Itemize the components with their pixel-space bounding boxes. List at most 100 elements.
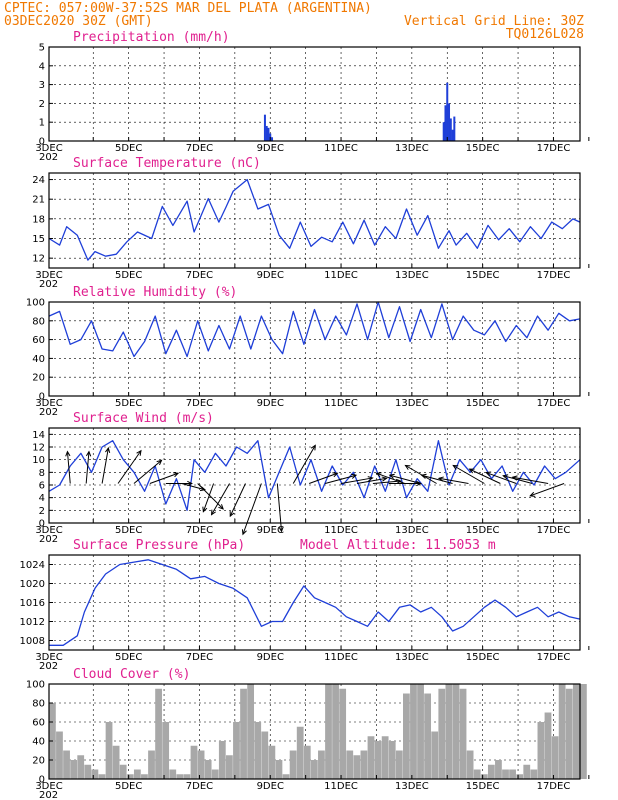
y-tick-label: 1024 [20,560,45,571]
wind-arrow-shaft [66,451,71,484]
cloud-bar [388,741,396,779]
wind-arrow [65,450,71,484]
x-tick-label: 9DEC [257,525,284,536]
wind-arrow-shaft [469,468,501,484]
y-tick-label: 1012 [20,617,45,628]
wind-arrow [511,475,549,484]
cloud-bar [360,750,368,779]
wind-arrow-shaft [149,472,179,484]
wind-arrow-shaft [85,451,90,484]
precip-bar [265,125,268,141]
y-tick-label: 8 [39,468,45,479]
wind-arrow-shaft [292,445,316,484]
y-tick-label: 0 [39,137,45,148]
y-tick-label: 100 [26,680,45,691]
y-tick-label: 1 [39,118,45,129]
x-tick-label: 15DEC [466,143,500,154]
y-tick-label: 0 [39,519,45,530]
cloud-bar [183,774,191,779]
y-tick-label: 1008 [20,636,45,647]
wind-arrow-head [229,511,235,518]
series-line [49,559,581,646]
cloud-bar [254,722,262,779]
wind-arrow-shaft [242,483,262,535]
x-tick-label: 11DEC [324,652,358,663]
wind-arrow [388,480,422,487]
x-tick-label: 9DEC [257,143,284,154]
x-tick-label: 3DEC [35,398,62,409]
wind-arrow [117,449,142,484]
cloud-bar [318,750,325,779]
cloud-bar [381,736,389,779]
cloud-bar [509,769,516,779]
y-tick-label: 14 [32,430,45,441]
cloud-bar [155,688,162,779]
x-tick-label: 13DEC [395,398,429,409]
x-tick-year-fragment: 202 [39,279,58,290]
cloud-bar [261,731,269,779]
wind-arrow-head [85,450,92,457]
x-tick-label: 7DEC [186,143,213,154]
y-tick-label: 100 [26,298,45,309]
wind-arrow-shaft [229,483,246,517]
wind-arrow [101,446,111,484]
y-tick-label: 12 [32,443,45,454]
wind-arrow-head [437,476,444,482]
cloud-bar [105,722,113,779]
cloud-bar [226,755,233,779]
cloud-bar [544,712,552,779]
wind-arrow-shaft [376,472,405,484]
wind-arrow-shaft [452,465,485,484]
wind-arrow-head [367,476,374,482]
wind-arrow-shaft [133,459,162,484]
cloud-bar [211,769,219,779]
x-tick-label: 3DEC [35,525,62,536]
wind-arrow-head [511,475,518,481]
cloud-bar [339,688,347,779]
wind-arrow [292,444,316,484]
wind-arrow-head [375,472,382,478]
x-tick-label: 5DEC [115,143,142,154]
wind-arrow-shaft [324,474,357,484]
cloud-bar [190,745,198,779]
cloud-bar [148,750,155,779]
precip-bar [446,82,449,141]
y-tick-label: 5 [39,43,45,54]
wind-arrow-head [420,473,427,479]
x-tick-label: 3DEC [35,781,62,792]
cloud-bar [537,722,545,779]
precip-bar [451,129,454,141]
x-tick-label: 7DEC [186,525,213,536]
y-tick-label: 0 [39,392,45,403]
cloud-bar [459,688,467,779]
panel-title: Surface Wind (m/s) [73,411,214,426]
wind-arrow [529,483,565,497]
wind-arrow-head [65,450,71,457]
cloud-bar [70,760,78,779]
x-tick-label: 17DEC [537,781,571,792]
panel-title: Surface Temperature (nC) [73,156,261,171]
wind-arrow-shaft [117,450,142,484]
precip-bar [271,137,274,141]
cloud-bar [395,750,403,779]
wind-arrow-shaft [389,474,421,484]
x-tick-label: 5DEC [115,270,142,281]
x-tick-label: 13DEC [395,652,429,663]
cloud-bar [495,760,502,779]
wind-arrow-head [173,472,180,478]
cloud-bar [502,769,509,779]
y-tick-label: 18 [32,214,45,225]
wind-arrow [241,483,262,536]
cloud-bar [204,760,212,779]
x-tick-label: 15DEC [466,270,500,281]
cloud-bar [403,693,410,779]
wind-arrow [375,472,405,484]
y-tick-label: 4 [39,493,45,504]
x-tick-label: 13DEC [395,143,429,154]
wind-arrow [372,478,402,485]
header-line1: CPTEC: 057:00W-37:52S MAR DEL PLATA (ARG… [4,1,372,16]
wind-arrow [197,483,224,510]
panel-frame [48,172,581,269]
x-tick-year-fragment: 202 [39,790,58,800]
